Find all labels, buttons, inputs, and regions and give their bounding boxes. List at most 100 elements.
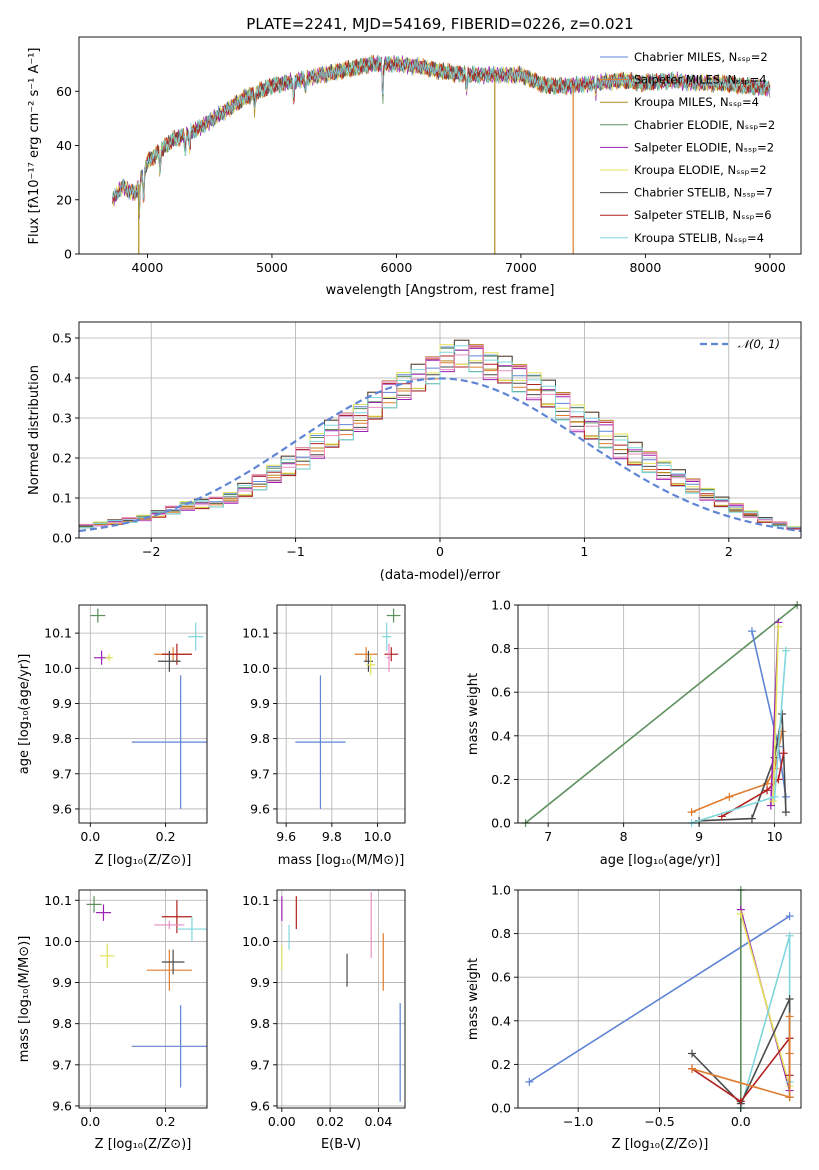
wage-xlabel: age [log₁₀(age/yr)]: [600, 853, 721, 868]
weight_vs_age-marker-2-0: [687, 808, 696, 817]
mass-vs-ebv-panel: E(B-V) 0.00 0.02 0.04 9.6 9.7 9.8 9.9 10.0 10.1: [242, 889, 406, 1152]
weight_vs_age-ytick-label-2: 0.4: [491, 728, 511, 743]
spectrum-title: PLATE=2241, MJD=54169, FIBERID=0226, z=0…: [246, 15, 633, 33]
spectrum-ytick-label-3: 60: [56, 84, 72, 99]
agez-xlabel: Z [log₁₀(Z/Z⊙)]: [95, 853, 192, 868]
mass_vs_Z-ytick-label-0: 9.6: [52, 1098, 72, 1113]
weight_vs_age-marker-6-0: [769, 797, 778, 806]
age_vs_mass-ytick-label-2: 9.8: [250, 731, 270, 746]
residual-legend-label: 𝒩(0, 1): [738, 337, 780, 351]
spectrum-xlabel: wavelength [Angstrom, rest frame]: [326, 283, 555, 298]
weight_vs_age-marker-3-3: [778, 710, 787, 718]
age-vs-mass-panel: mass [log₁₀(M/M⊙)] 9.6 9.8 10.0 9.6 9.7 9.8 9.…: [242, 604, 406, 868]
age_vs_Z-ytick-label-0: 9.6: [52, 801, 72, 816]
weight_vs_Z-marker-7-2: [785, 1012, 794, 1021]
weight_vs_age-series-6: [772, 626, 780, 802]
spectrum-legend-label-2: Kroupa MILES, Nₛₛₚ=4: [634, 95, 759, 109]
spectrum-ytick-label-1: 20: [56, 192, 72, 207]
residuals-xtick-label-0: −2: [142, 544, 160, 559]
weight_vs_Z-marker-7-0: [688, 1064, 697, 1073]
mass_vs_Z-ytick-label-5: 10.1: [44, 893, 72, 908]
age_vs_mass-xtick-label-0: 9.6: [276, 829, 296, 844]
weight_vs_Z-ytick-label-2: 0.4: [491, 1013, 511, 1028]
weight_vs_age-marker-7-1: [770, 792, 779, 801]
spectrum-ytick-label-2: 40: [56, 138, 72, 153]
residuals-xtick-label-2: 0: [436, 544, 444, 559]
age_vs_Z-xtick-label-0: 0.0: [80, 829, 100, 844]
spectrum-xtick-label-3: 7000: [505, 260, 537, 275]
weight_vs_Z-ytick-label-5: 1.0: [491, 883, 511, 898]
spectrum-xtick-label-1: 5000: [256, 260, 288, 275]
masse-xlabel: E(B-V): [321, 1137, 361, 1152]
weight_vs_age-ytick-label-3: 0.6: [491, 685, 511, 700]
weight_vs_age-xtick-label-3: 10: [767, 829, 783, 844]
mass_vs_Z-frame: [78, 889, 208, 1109]
massz-xlabel: Z [log₁₀(Z/Z⊙)]: [95, 1137, 192, 1152]
mass_vs_ebv-ytick-label-4: 10.0: [242, 934, 270, 949]
weight_vs_Z-marker-0-0: [525, 1077, 534, 1086]
spectrum-legend-label-1: Salpeter MILES, Nₛₛₚ=4: [634, 73, 767, 87]
age_vs_Z-ytick-label-1: 9.7: [52, 766, 72, 781]
age_vs_Z-ytick-label-4: 10.0: [44, 661, 72, 676]
spectrum-legend-label-8: Kroupa STELIB, Nₛₛₚ=4: [634, 231, 764, 245]
wage-ylabel: mass weight: [466, 673, 481, 755]
spectrum-line-kroupa_stelib: [112, 55, 771, 214]
weight_vs_age-marker-3-4: [781, 808, 790, 817]
age_vs_mass-frame: [276, 604, 406, 824]
weight_vs_age-marker-5-0: [766, 801, 775, 810]
mass_vs_Z-xtick-label-0: 0.0: [80, 1114, 100, 1129]
mass_vs_ebv-ytick-label-3: 9.9: [250, 975, 270, 990]
spectrum-xtick-label-5: 9000: [754, 260, 786, 275]
massz-ylabel: mass [log₁₀(M/M⊙)]: [17, 936, 32, 1063]
spectrum-xtick-label-4: 8000: [629, 260, 661, 275]
weight_vs_age-xtick-label-0: 7: [544, 829, 552, 844]
spectrum-legend-label-0: Chabrier MILES, Nₛₛₚ=2: [634, 50, 768, 64]
age_vs_mass-xtick-label-1: 9.8: [322, 829, 342, 844]
mass_vs_Z-ytick-label-3: 9.9: [52, 975, 72, 990]
residuals-ytick-label-5: 0.5: [52, 331, 72, 346]
weight_vs_age-series-4: [721, 753, 785, 818]
weight_vs_age-xtick-label-1: 8: [620, 829, 628, 844]
spectrum-legend-label-6: Chabrier STELIB, Nₛₛₚ=7: [634, 186, 773, 200]
weight_vs_Z-xtick-label-1: −0.5: [644, 1114, 674, 1129]
mass_vs_ebv-ytick-label-5: 10.1: [242, 893, 270, 908]
age_vs_mass-ytick-label-5: 10.1: [242, 626, 270, 641]
weight_vs_age-xtick-label-2: 9: [695, 829, 703, 844]
residuals-xtick-label-1: −1: [286, 544, 304, 559]
spectrum-legend-label-5: Kroupa ELODIE, Nₛₛₚ=2: [634, 163, 767, 177]
weight_vs_age-marker-7-2: [781, 646, 790, 655]
residuals-ytick-label-0: 0.0: [52, 531, 72, 546]
wz-ylabel: mass weight: [466, 958, 481, 1040]
weight_vs_age-frame: [517, 604, 802, 824]
age_vs_mass-ytick-label-4: 10.0: [242, 661, 270, 676]
agez-ylabel: age [log₁₀(age/yr)]: [17, 654, 32, 775]
weight_vs_Z-series-0: [528, 915, 791, 1083]
weight_vs_Z-marker-3-0: [736, 909, 745, 918]
spectrum-legend-label-3: Chabrier ELODIE, Nₛₛₚ=2: [634, 118, 775, 132]
age_vs_mass-ytick-label-1: 9.7: [250, 766, 270, 781]
weight-vs-z-panel: Z [log₁₀(Z/Z⊙)] mass weight −1.0 −0.5 0.0 0…: [466, 883, 802, 1152]
age_vs_mass-ytick-label-3: 9.9: [250, 696, 270, 711]
weight_vs_Z-marker-0-1: [785, 912, 794, 921]
weight_vs_age-ytick-label-4: 0.8: [491, 641, 511, 656]
spectrum-legend-label-4: Salpeter ELODIE, Nₛₛₚ=2: [634, 140, 774, 154]
residual-hist-9: [79, 345, 801, 530]
weight_vs_Z-marker-5-2: [785, 995, 794, 1003]
weight_vs_Z-marker-4-1: [785, 931, 794, 940]
residuals-xlabel: (data-model)/error: [380, 568, 501, 583]
spectrum-panel: PLATE=2241, MJD=54169, FIBERID=0226, z=0…: [27, 15, 802, 298]
normal-curve: [79, 377, 801, 533]
residuals-ytick-label-1: 0.1: [52, 491, 72, 506]
age_vs_mass-ytick-label-0: 9.6: [250, 801, 270, 816]
mass_vs_Z-xtick-label-1: 0.2: [156, 1114, 176, 1129]
spectrum-legend-label-7: Salpeter STELIB, Nₛₛₚ=6: [634, 208, 772, 222]
spectrum-ytick-label-0: 0: [64, 247, 72, 262]
mass_vs_ebv-ytick-label-1: 9.7: [250, 1057, 270, 1072]
weight_vs_Z-xtick-label-2: 0.0: [731, 1114, 751, 1129]
weight_vs_age-marker-1-0: [747, 627, 756, 636]
weight_vs_Z-xtick-label-0: −1.0: [563, 1114, 593, 1129]
weight_vs_Z-ytick-label-3: 0.6: [491, 970, 511, 985]
weight_vs_age-ytick-label-1: 0.2: [491, 772, 511, 787]
mass_vs_ebv-xtick-label-2: 0.04: [365, 1114, 393, 1129]
